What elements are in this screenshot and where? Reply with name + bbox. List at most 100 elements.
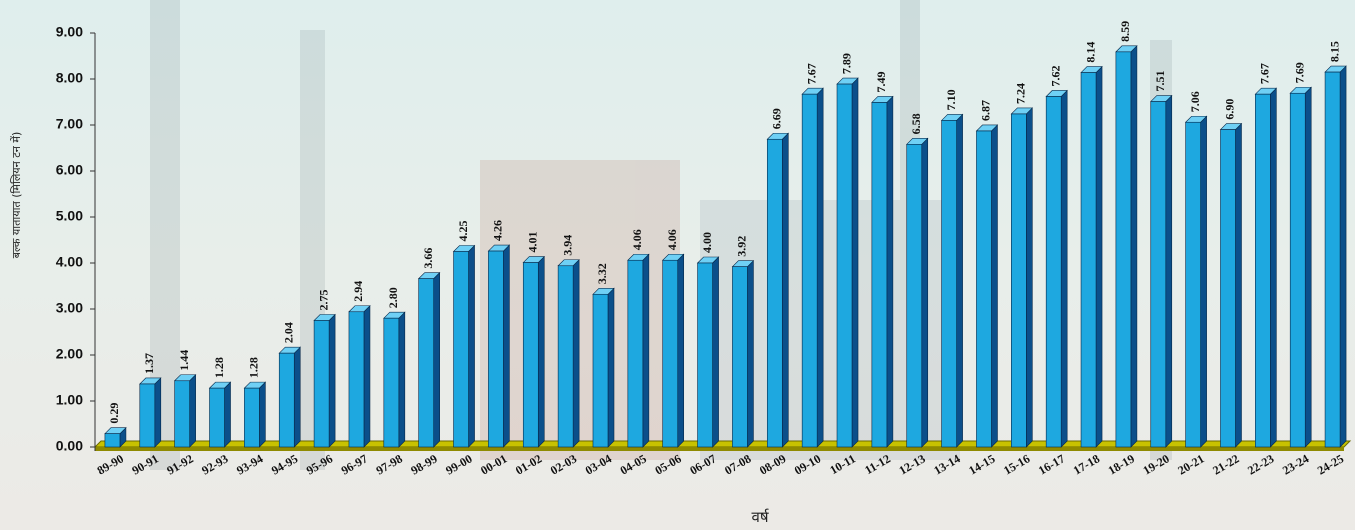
- bar: [313, 320, 330, 448]
- bar: [906, 144, 923, 448]
- bar-side: [259, 381, 266, 448]
- bar: [871, 102, 888, 448]
- bar-side: [224, 381, 231, 448]
- floor-front: [95, 447, 1344, 451]
- bar-side: [468, 244, 475, 448]
- bar-side: [1026, 107, 1033, 448]
- bar-side: [1270, 87, 1277, 448]
- bar: [1324, 71, 1341, 448]
- value-label: 8.15: [1327, 41, 1341, 62]
- bar: [383, 317, 400, 448]
- bar: [278, 352, 295, 448]
- bar-side: [851, 77, 859, 448]
- bar: [1185, 121, 1201, 448]
- bar: [488, 250, 504, 448]
- bar-side: [677, 253, 685, 448]
- y-tick-label: 5.00: [56, 208, 83, 224]
- bar: [1045, 96, 1062, 448]
- bar-side: [816, 87, 824, 448]
- bar-side: [712, 256, 719, 448]
- bar-side: [1339, 65, 1347, 448]
- value-label: 7.69: [1292, 62, 1306, 83]
- value-label: 3.66: [421, 248, 435, 269]
- value-label: 4.06: [630, 229, 644, 250]
- bar: [1255, 93, 1271, 448]
- bar-side: [154, 377, 162, 448]
- value-label: 7.24: [1014, 83, 1028, 104]
- bar-side: [1304, 86, 1312, 448]
- bar: [104, 433, 121, 448]
- bar-side: [537, 255, 545, 448]
- value-label: 6.58: [909, 113, 923, 134]
- value-label: 7.62: [1048, 65, 1062, 86]
- bar: [1080, 72, 1097, 448]
- bar-side: [1165, 94, 1173, 448]
- bar-side: [991, 124, 998, 448]
- bar-side: [398, 311, 406, 448]
- value-label: 2.75: [316, 290, 330, 311]
- value-label: 1.37: [142, 353, 156, 374]
- value-label: 7.49: [874, 71, 888, 92]
- bar-side: [503, 244, 510, 448]
- bar-side: [1060, 89, 1068, 448]
- bar-side: [642, 253, 650, 448]
- value-label: 1.28: [247, 357, 261, 378]
- bar-side: [572, 259, 580, 448]
- bar: [244, 387, 260, 448]
- value-label: 7.10: [944, 89, 958, 110]
- bar: [836, 83, 853, 448]
- bar-side: [607, 287, 615, 448]
- value-label: 7.67: [804, 63, 818, 84]
- bar: [522, 262, 539, 448]
- bar: [1011, 113, 1027, 448]
- value-label: 3.94: [560, 235, 574, 256]
- bar: [976, 130, 992, 448]
- value-label: 0.29: [107, 403, 121, 424]
- value-label: 6.69: [770, 108, 784, 129]
- y-tick-label: 2.00: [56, 346, 83, 362]
- bar: [557, 265, 574, 448]
- bar-side: [1130, 45, 1138, 448]
- bar-side: [921, 137, 929, 448]
- bar-side: [747, 259, 754, 448]
- bar-side: [956, 113, 963, 448]
- bar-side: [189, 374, 196, 448]
- value-label: 1.44: [177, 350, 191, 371]
- bar-side: [1200, 115, 1207, 448]
- bar: [592, 293, 609, 448]
- bar: [209, 387, 225, 448]
- x-axis-title: वर्ष: [751, 508, 769, 526]
- value-label: 6.87: [979, 100, 993, 121]
- bar-side: [886, 95, 894, 448]
- value-label: 4.26: [491, 220, 505, 241]
- bar-side: [293, 346, 301, 448]
- y-tick-label: 1.00: [56, 392, 83, 408]
- bar: [174, 380, 190, 448]
- bar: [662, 259, 679, 448]
- value-label: 2.94: [351, 281, 365, 302]
- bar-side: [1235, 122, 1242, 448]
- bar-side: [328, 313, 336, 448]
- bar: [697, 262, 713, 448]
- value-label: 1.28: [212, 357, 226, 378]
- bar: [453, 251, 469, 448]
- bar-side: [433, 271, 440, 448]
- bar: [732, 266, 748, 448]
- value-label: 7.67: [1258, 63, 1272, 84]
- y-tick-label: 7.00: [56, 116, 83, 132]
- bar-side: [1095, 65, 1103, 448]
- value-label: 7.51: [1153, 71, 1167, 92]
- value-label: 2.04: [281, 322, 295, 343]
- bar-side: [363, 305, 371, 448]
- value-label: 8.59: [1118, 21, 1132, 42]
- y-tick-label: 0.00: [56, 438, 83, 454]
- bar: [418, 278, 434, 448]
- y-axis-title: बल्क यातायात (मिलियन टन में): [10, 132, 23, 259]
- bar: [139, 383, 156, 448]
- value-label: 4.00: [700, 232, 714, 253]
- bar: [348, 311, 365, 448]
- value-label: 8.14: [1083, 42, 1097, 63]
- value-label: 2.80: [386, 287, 400, 308]
- bar: [1150, 101, 1167, 448]
- y-tick-label: 8.00: [56, 70, 83, 86]
